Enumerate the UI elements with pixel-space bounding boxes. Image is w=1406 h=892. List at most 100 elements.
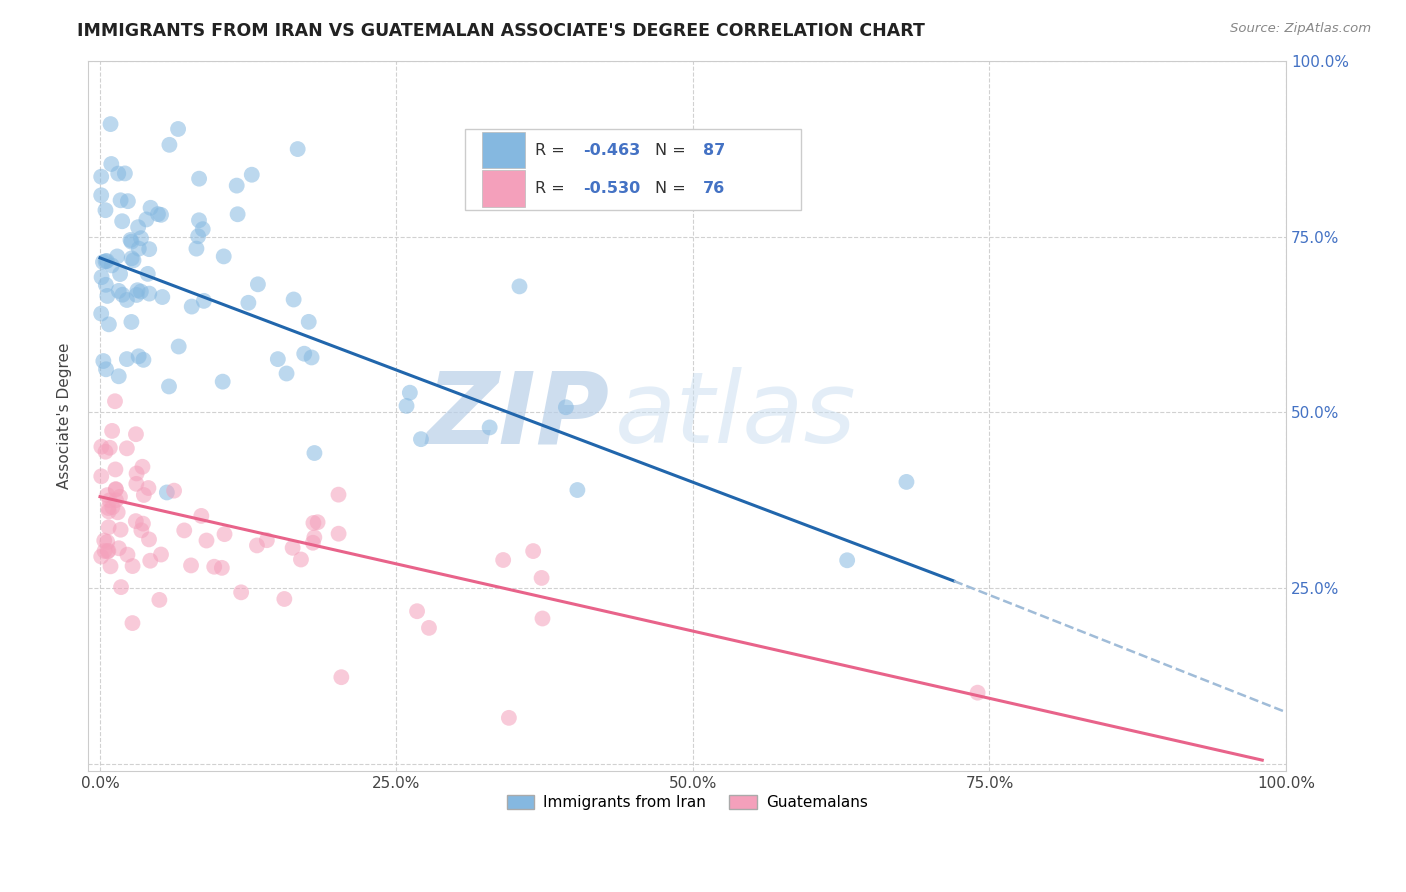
Point: [330, 670, 353, 684]
Point: [139, 201, 162, 215]
Y-axis label: Associate's Degree: Associate's Degree: [58, 343, 72, 489]
Text: N =: N =: [655, 181, 690, 196]
Point: [121, 559, 143, 574]
Point: [100, 157, 122, 171]
Point: [202, 559, 225, 574]
Point: [301, 351, 323, 365]
Point: [111, 287, 134, 301]
Point: [214, 527, 236, 541]
Point: [96, 289, 118, 303]
Point: [90, 188, 112, 202]
Point: [132, 352, 155, 367]
Point: [188, 171, 211, 186]
Point: [187, 229, 209, 244]
Point: [195, 533, 218, 548]
Point: [96, 535, 118, 549]
Point: [129, 231, 152, 245]
Point: [127, 283, 149, 297]
Point: [93, 544, 115, 558]
Point: [167, 122, 190, 136]
Point: [114, 166, 136, 180]
Point: [98, 441, 121, 455]
Point: [121, 616, 143, 631]
Point: [292, 347, 315, 361]
Point: [93, 354, 115, 368]
Point: [110, 523, 132, 537]
Point: [138, 533, 160, 547]
Point: [117, 194, 139, 209]
Point: [193, 293, 215, 308]
Point: [96, 254, 118, 268]
Point: [90, 270, 112, 285]
Point: [478, 420, 501, 434]
Point: [104, 483, 127, 497]
Point: [150, 208, 173, 222]
Point: [107, 284, 129, 298]
Point: [107, 505, 129, 519]
Point: [90, 307, 112, 321]
Point: [328, 488, 350, 502]
Point: [107, 167, 129, 181]
Point: [108, 541, 131, 556]
Point: [238, 295, 260, 310]
Point: [302, 516, 325, 530]
Text: R =: R =: [534, 181, 569, 196]
Point: [150, 548, 173, 562]
Point: [94, 444, 117, 458]
Point: [225, 178, 247, 193]
Point: [111, 214, 134, 228]
Point: [97, 544, 120, 558]
Point: [132, 516, 155, 531]
Point: [138, 481, 160, 495]
Point: [120, 233, 142, 247]
Point: [120, 235, 142, 249]
Point: [100, 117, 122, 131]
Point: [307, 515, 329, 529]
Point: [281, 541, 304, 555]
Point: [273, 592, 295, 607]
Point: [226, 207, 249, 221]
Point: [96, 544, 118, 558]
Point: [94, 362, 117, 376]
Point: [276, 367, 298, 381]
Point: [246, 277, 269, 292]
Point: [328, 526, 350, 541]
Point: [212, 249, 235, 263]
Point: [188, 213, 211, 227]
Text: N =: N =: [655, 143, 690, 158]
Point: [104, 394, 127, 409]
Point: [94, 254, 117, 268]
Point: [101, 424, 124, 438]
Point: [100, 259, 122, 273]
Point: [395, 399, 418, 413]
Point: [146, 207, 169, 221]
Point: [97, 501, 120, 516]
Point: [190, 508, 212, 523]
Point: [96, 488, 118, 502]
Point: [115, 293, 138, 307]
Point: [129, 285, 152, 299]
Point: [107, 369, 129, 384]
Point: [94, 203, 117, 218]
Point: [97, 318, 120, 332]
Legend: Immigrants from Iran, Guatemalans: Immigrants from Iran, Guatemalans: [501, 789, 873, 816]
Point: [246, 538, 269, 552]
Point: [522, 544, 544, 558]
Point: [110, 194, 132, 208]
Point: [180, 300, 202, 314]
Text: ZIP: ZIP: [426, 368, 609, 465]
Point: [97, 504, 120, 518]
Point: [567, 483, 589, 497]
Point: [110, 580, 132, 594]
Point: [256, 533, 278, 548]
Point: [131, 524, 153, 538]
Text: -0.463: -0.463: [583, 143, 640, 158]
Point: [156, 485, 179, 500]
Point: [131, 459, 153, 474]
Point: [125, 288, 148, 302]
Point: [101, 500, 124, 515]
Point: [163, 483, 186, 498]
Point: [120, 315, 142, 329]
Point: [508, 279, 530, 293]
Point: [157, 379, 180, 393]
